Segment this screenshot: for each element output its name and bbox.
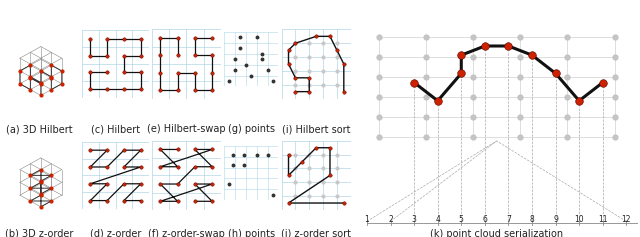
Text: 12: 12 <box>621 215 631 224</box>
Text: (g) points: (g) points <box>228 124 275 134</box>
Text: (f) z-order-swap: (f) z-order-swap <box>148 229 225 237</box>
Text: 11: 11 <box>598 215 607 224</box>
Text: (a) 3D Hilbert: (a) 3D Hilbert <box>6 124 73 134</box>
Text: 9: 9 <box>553 215 558 224</box>
Text: (h) points: (h) points <box>228 229 275 237</box>
Text: 6: 6 <box>483 215 487 224</box>
Text: (b) 3D z-order: (b) 3D z-order <box>6 229 74 237</box>
Text: 10: 10 <box>574 215 584 224</box>
Text: (c) Hilbert: (c) Hilbert <box>91 124 140 134</box>
Text: 2: 2 <box>388 215 393 224</box>
Text: 8: 8 <box>530 215 534 224</box>
Text: (i) Hilbert sort: (i) Hilbert sort <box>282 124 351 134</box>
Text: (k) point cloud serialization: (k) point cloud serialization <box>430 229 563 237</box>
Text: 7: 7 <box>506 215 511 224</box>
Text: (e) Hilbert-swap: (e) Hilbert-swap <box>147 124 225 134</box>
Text: 5: 5 <box>459 215 464 224</box>
Text: 4: 4 <box>435 215 440 224</box>
Text: 1: 1 <box>365 215 369 224</box>
Text: (d) z-order: (d) z-order <box>90 229 141 237</box>
Text: (j) z-order sort: (j) z-order sort <box>281 229 351 237</box>
Text: 3: 3 <box>412 215 417 224</box>
